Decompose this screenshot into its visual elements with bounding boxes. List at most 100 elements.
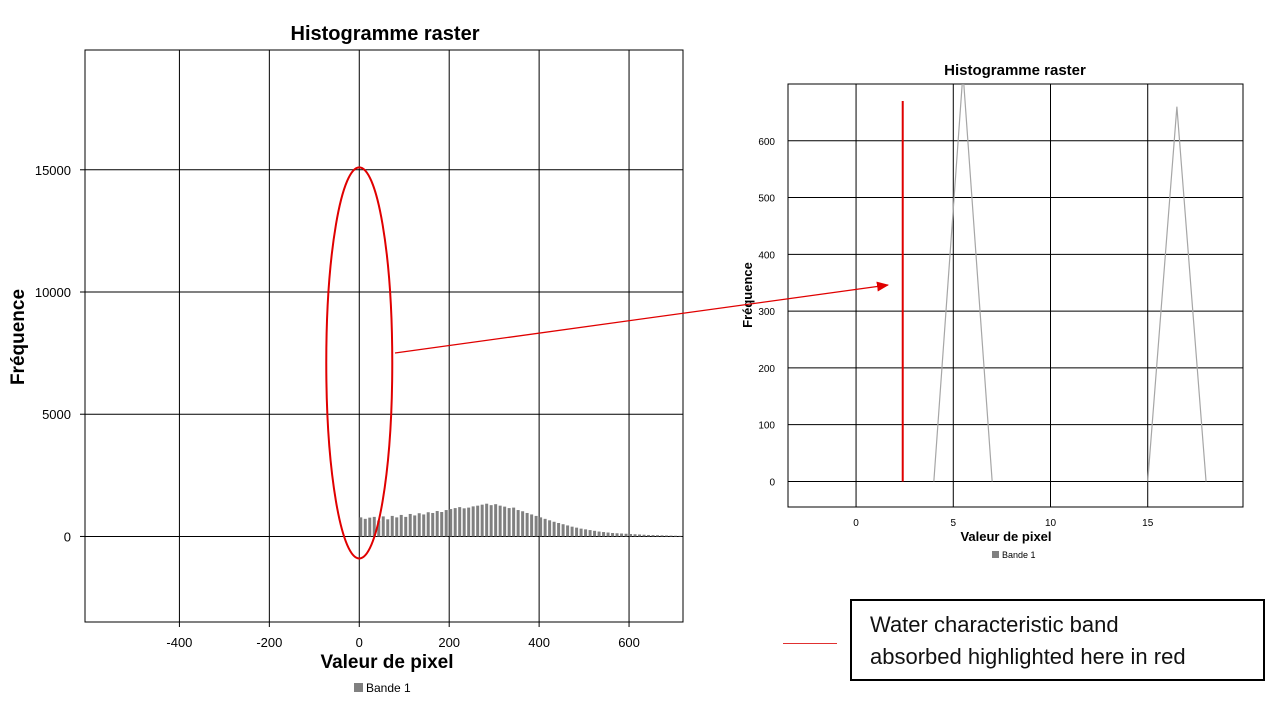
- histogram-bar: [453, 508, 457, 537]
- histogram-bar: [390, 515, 394, 537]
- main-x-tick-label: 200: [438, 635, 460, 650]
- histogram-bar: [381, 516, 385, 537]
- note-line-2: absorbed highlighted here in red: [870, 644, 1186, 669]
- histogram-bar: [615, 533, 619, 537]
- histogram-bar: [620, 533, 624, 537]
- histogram-bar: [611, 533, 615, 537]
- zoom-plot-area: [787, 83, 1244, 508]
- histogram-bar: [507, 508, 511, 537]
- histogram-bar: [539, 517, 543, 537]
- histogram-bar: [552, 521, 556, 537]
- histogram-bar: [404, 516, 408, 537]
- histogram-bar: [377, 520, 381, 537]
- zoom-x-ticks: 0 5 10 15: [853, 518, 1153, 529]
- histogram-bar: [579, 528, 583, 537]
- main-x-tick-label: -400: [166, 635, 192, 650]
- histogram-bar: [494, 504, 498, 537]
- annotation-note-box: Water characteristic band absorbed highl…: [850, 599, 1265, 681]
- main-bars: [359, 503, 682, 537]
- zoom-y-ticks: 0 100 200 300 400 500 600: [758, 137, 775, 489]
- histogram-bar: [467, 507, 471, 537]
- zoom-y-tick-label: 200: [758, 364, 775, 375]
- histogram-bar: [669, 535, 673, 537]
- main-y-tick-label: 5000: [42, 407, 71, 422]
- main-legend-swatch: [354, 683, 363, 692]
- histogram-bar: [408, 513, 412, 537]
- histogram-bar: [629, 534, 633, 537]
- histogram-bar: [480, 504, 484, 537]
- note-line-1: Water characteristic band: [870, 612, 1119, 637]
- histogram-bar: [440, 512, 444, 537]
- main-legend-label: Bande 1: [366, 681, 411, 695]
- histogram-bar: [548, 520, 552, 537]
- zoom-y-tick-label: 400: [758, 250, 775, 261]
- histogram-bar: [498, 505, 502, 537]
- main-x-ticks: -400 -200 0 200 400 600: [166, 622, 640, 650]
- histogram-bar: [503, 506, 507, 537]
- zoom-x-tick-label: 5: [950, 518, 956, 529]
- histogram-bar: [570, 526, 574, 537]
- histogram-bar: [422, 514, 426, 537]
- zoom-x-tick-label: 15: [1142, 518, 1154, 529]
- histogram-bar: [489, 505, 493, 537]
- histogram-bar: [651, 535, 655, 537]
- histogram-bar: [516, 510, 520, 537]
- zoom-x-axis-label: Valeur de pixel: [960, 529, 1051, 544]
- histogram-peak: [933, 84, 993, 482]
- histogram-bar: [624, 533, 628, 537]
- histogram-bar: [642, 534, 646, 537]
- histogram-bar: [458, 507, 462, 537]
- legend-red-line-sample: [783, 643, 837, 644]
- histogram-bar: [435, 511, 439, 537]
- main-y-tick-label: 15000: [35, 163, 71, 178]
- histogram-bar: [561, 524, 565, 537]
- histogram-bar: [485, 503, 489, 537]
- main-x-axis-label: Valeur de pixel: [320, 652, 453, 673]
- main-x-tick-label: 400: [528, 635, 550, 650]
- zoom-legend-swatch: [992, 551, 999, 558]
- histogram-bar: [476, 505, 480, 537]
- main-y-ticks: 0 5000 10000 15000: [35, 163, 85, 544]
- histogram-bar: [363, 518, 367, 537]
- histogram-peak: [1147, 106, 1207, 482]
- histogram-bar: [588, 530, 592, 537]
- zoom-chart-title: Histogramme raster: [944, 62, 1086, 79]
- histogram-bar: [566, 525, 570, 537]
- zoom-x-tick-label: 10: [1045, 518, 1057, 529]
- main-x-tick-label: 600: [618, 635, 640, 650]
- histogram-bar: [386, 519, 390, 537]
- zoom-chart: Histogramme raster 0 5 10 15 0 100 200 300 400 5…: [740, 62, 1244, 560]
- zoom-y-tick-label: 300: [758, 307, 775, 318]
- main-y-tick-label: 10000: [35, 285, 71, 300]
- histogram-bar: [359, 517, 363, 537]
- histogram-bar: [471, 506, 475, 537]
- histogram-bar: [633, 534, 637, 537]
- histogram-bar: [534, 515, 538, 537]
- main-chart-title: Histogramme raster: [291, 23, 480, 45]
- zoom-y-tick-label: 500: [758, 194, 775, 205]
- histogram-bar: [674, 535, 678, 537]
- zoom-y-axis-label: Fréquence: [740, 262, 755, 328]
- histogram-bar: [602, 532, 606, 537]
- main-chart: Histogramme raster -400 -200 0 200 400 600 0 5…: [8, 23, 684, 695]
- main-y-axis-label: Fréquence: [8, 289, 29, 385]
- histogram-bar: [660, 535, 664, 537]
- histogram-bar: [665, 535, 669, 537]
- histogram-bar: [512, 507, 516, 537]
- histogram-bar: [647, 534, 651, 537]
- highlight-ellipse: [325, 166, 394, 560]
- histogram-bar: [413, 515, 417, 537]
- zoom-grid: [788, 84, 1243, 507]
- main-x-tick-label: -200: [256, 635, 282, 650]
- histogram-bar: [557, 523, 561, 537]
- histogram-bar: [417, 513, 421, 537]
- histogram-bar: [426, 512, 430, 537]
- histogram-bar: [530, 514, 534, 537]
- histogram-bar: [678, 535, 682, 537]
- histogram-bar: [543, 518, 547, 537]
- zoom-x-tick-label: 0: [853, 518, 859, 529]
- histogram-bar: [597, 531, 601, 537]
- zoom-connector-arrow: [394, 281, 889, 354]
- zoom-y-tick-label: 600: [758, 137, 775, 148]
